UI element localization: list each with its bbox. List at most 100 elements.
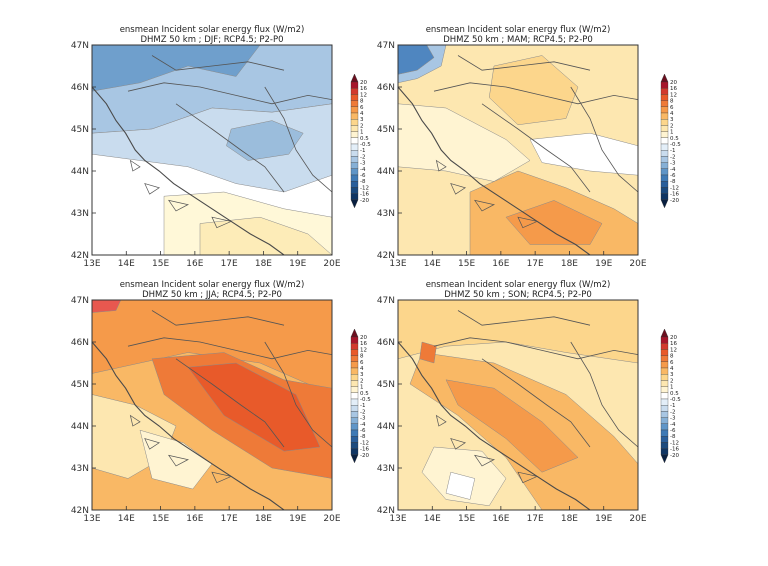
- island-outline: [211, 471, 233, 484]
- lat-tick-label: 43N: [71, 209, 89, 219]
- colorbar-label: 1: [670, 130, 674, 136]
- colorbar-label: 0.5: [670, 136, 679, 142]
- island-outline: [129, 159, 141, 172]
- colorbar-segment: [350, 349, 359, 356]
- country-border: [264, 341, 332, 448]
- colorbar-segment: [350, 386, 359, 393]
- shaded-contour-region: [199, 216, 332, 255]
- colorbar-label: 2: [670, 378, 674, 384]
- colorbar-segment: [660, 448, 669, 455]
- map-frame: [91, 299, 333, 511]
- island-outline: [435, 414, 447, 427]
- panel-title: ensmean Incident solar energy flux (W/m2…: [426, 280, 611, 290]
- lat-tick-label: 45N: [377, 380, 395, 390]
- lat-tick-label: 47N: [71, 296, 89, 306]
- colorbar-segment: [350, 106, 359, 114]
- colorbar-label: 6: [670, 360, 674, 366]
- colorbar-segment: [350, 100, 359, 107]
- map-panel-mam: ensmean Incident solar energy flux (W/m2…: [377, 25, 681, 269]
- island-outline: [450, 183, 467, 195]
- colorbar-top-arrow: [660, 73, 669, 83]
- colorbar-label: -4: [670, 167, 676, 173]
- colorbar-label: 20: [360, 80, 367, 86]
- shaded-contour-region: [488, 55, 579, 126]
- island-outline: [517, 216, 539, 229]
- colorbar-segment: [660, 143, 669, 151]
- colorbar-label: 3: [670, 117, 674, 123]
- colorbar-label: 20: [360, 335, 367, 341]
- map-frame: [397, 44, 639, 256]
- colorbar-segment: [660, 436, 669, 443]
- island-outline: [474, 454, 496, 467]
- colorbar-segment: [660, 131, 669, 138]
- shaded-contour-region: [419, 341, 437, 364]
- panel-title: ensmean Incident solar energy flux (W/m2…: [120, 25, 305, 35]
- shaded-contour-region: [187, 362, 321, 452]
- panel-title: ensmean Incident solar energy flux (W/m2…: [120, 280, 305, 290]
- country-border: [570, 341, 638, 448]
- panel-subtitle: DHMZ 50 km ; SON; RCP4.5; P2-P0: [444, 290, 592, 300]
- shaded-contour-region: [529, 132, 638, 176]
- shaded-contour-region: [92, 45, 261, 92]
- colorbar-segment: [350, 88, 359, 95]
- colorbar-label: -20: [360, 453, 369, 459]
- country-border: [457, 55, 591, 71]
- country-border: [127, 82, 332, 105]
- colorbar-label: -2: [670, 154, 675, 160]
- lat-tick-label: 44N: [377, 422, 395, 432]
- colorbar-label: -16: [360, 447, 369, 453]
- colorbar-bottom-arrow: [350, 199, 359, 209]
- colorbar-label: -12: [670, 185, 679, 191]
- lat-tick-label: 46N: [71, 83, 89, 93]
- lon-tick-label: 18E: [255, 514, 272, 524]
- colorbar-label: 8: [360, 99, 364, 105]
- colorbar-segment: [350, 94, 359, 101]
- colorbar-segment: [350, 398, 359, 406]
- colorbar-label: 1: [360, 130, 364, 136]
- map-frame: [397, 299, 639, 511]
- colorbar-segment: [660, 374, 669, 381]
- colorbar-label: -8: [360, 434, 366, 440]
- country-border: [127, 337, 332, 360]
- colorbar-segment: [660, 174, 669, 182]
- colorbar-segment: [350, 355, 359, 362]
- colorbar-label: -2: [670, 409, 675, 415]
- colorbar-label: -2: [360, 409, 365, 415]
- colorbar-segment: [350, 374, 359, 381]
- colorbar-label: 20: [670, 335, 677, 341]
- lat-tick-label: 46N: [71, 338, 89, 348]
- map-frame: [91, 44, 333, 256]
- country-border: [481, 103, 591, 193]
- lat-tick-label: 43N: [377, 464, 395, 474]
- lon-tick-label: 16E: [492, 514, 509, 524]
- colorbar-label: 2: [670, 123, 674, 129]
- map-area: [92, 45, 332, 255]
- colorbar-label: 16: [360, 86, 367, 92]
- colorbar-label: -12: [360, 185, 369, 191]
- lat-tick-label: 45N: [377, 125, 395, 135]
- lon-tick-label: 15E: [458, 259, 475, 269]
- shaded-contour-region: [445, 471, 476, 500]
- colorbar-label: 2: [360, 378, 364, 384]
- island-outline: [129, 414, 141, 427]
- lon-tick-label: 14E: [118, 259, 135, 269]
- country-border: [433, 82, 638, 105]
- coastline: [92, 341, 285, 510]
- island-outline: [168, 199, 190, 212]
- colorbar-segment: [350, 162, 359, 169]
- colorbar-label: 4: [670, 366, 674, 372]
- country-border: [151, 55, 285, 71]
- colorbar-segment: [660, 181, 669, 188]
- colorbar-segment: [660, 380, 669, 387]
- colorbar-label: 16: [360, 341, 367, 347]
- colorbar-label: -4: [360, 167, 366, 173]
- lon-tick-label: 13E: [83, 514, 100, 524]
- country-border: [433, 337, 638, 360]
- colorbar-segment: [660, 392, 669, 400]
- lon-tick-label: 20E: [323, 259, 340, 269]
- map-panel-djf: ensmean Incident solar energy flux (W/m2…: [71, 25, 371, 269]
- lat-tick-label: 42N: [71, 506, 89, 516]
